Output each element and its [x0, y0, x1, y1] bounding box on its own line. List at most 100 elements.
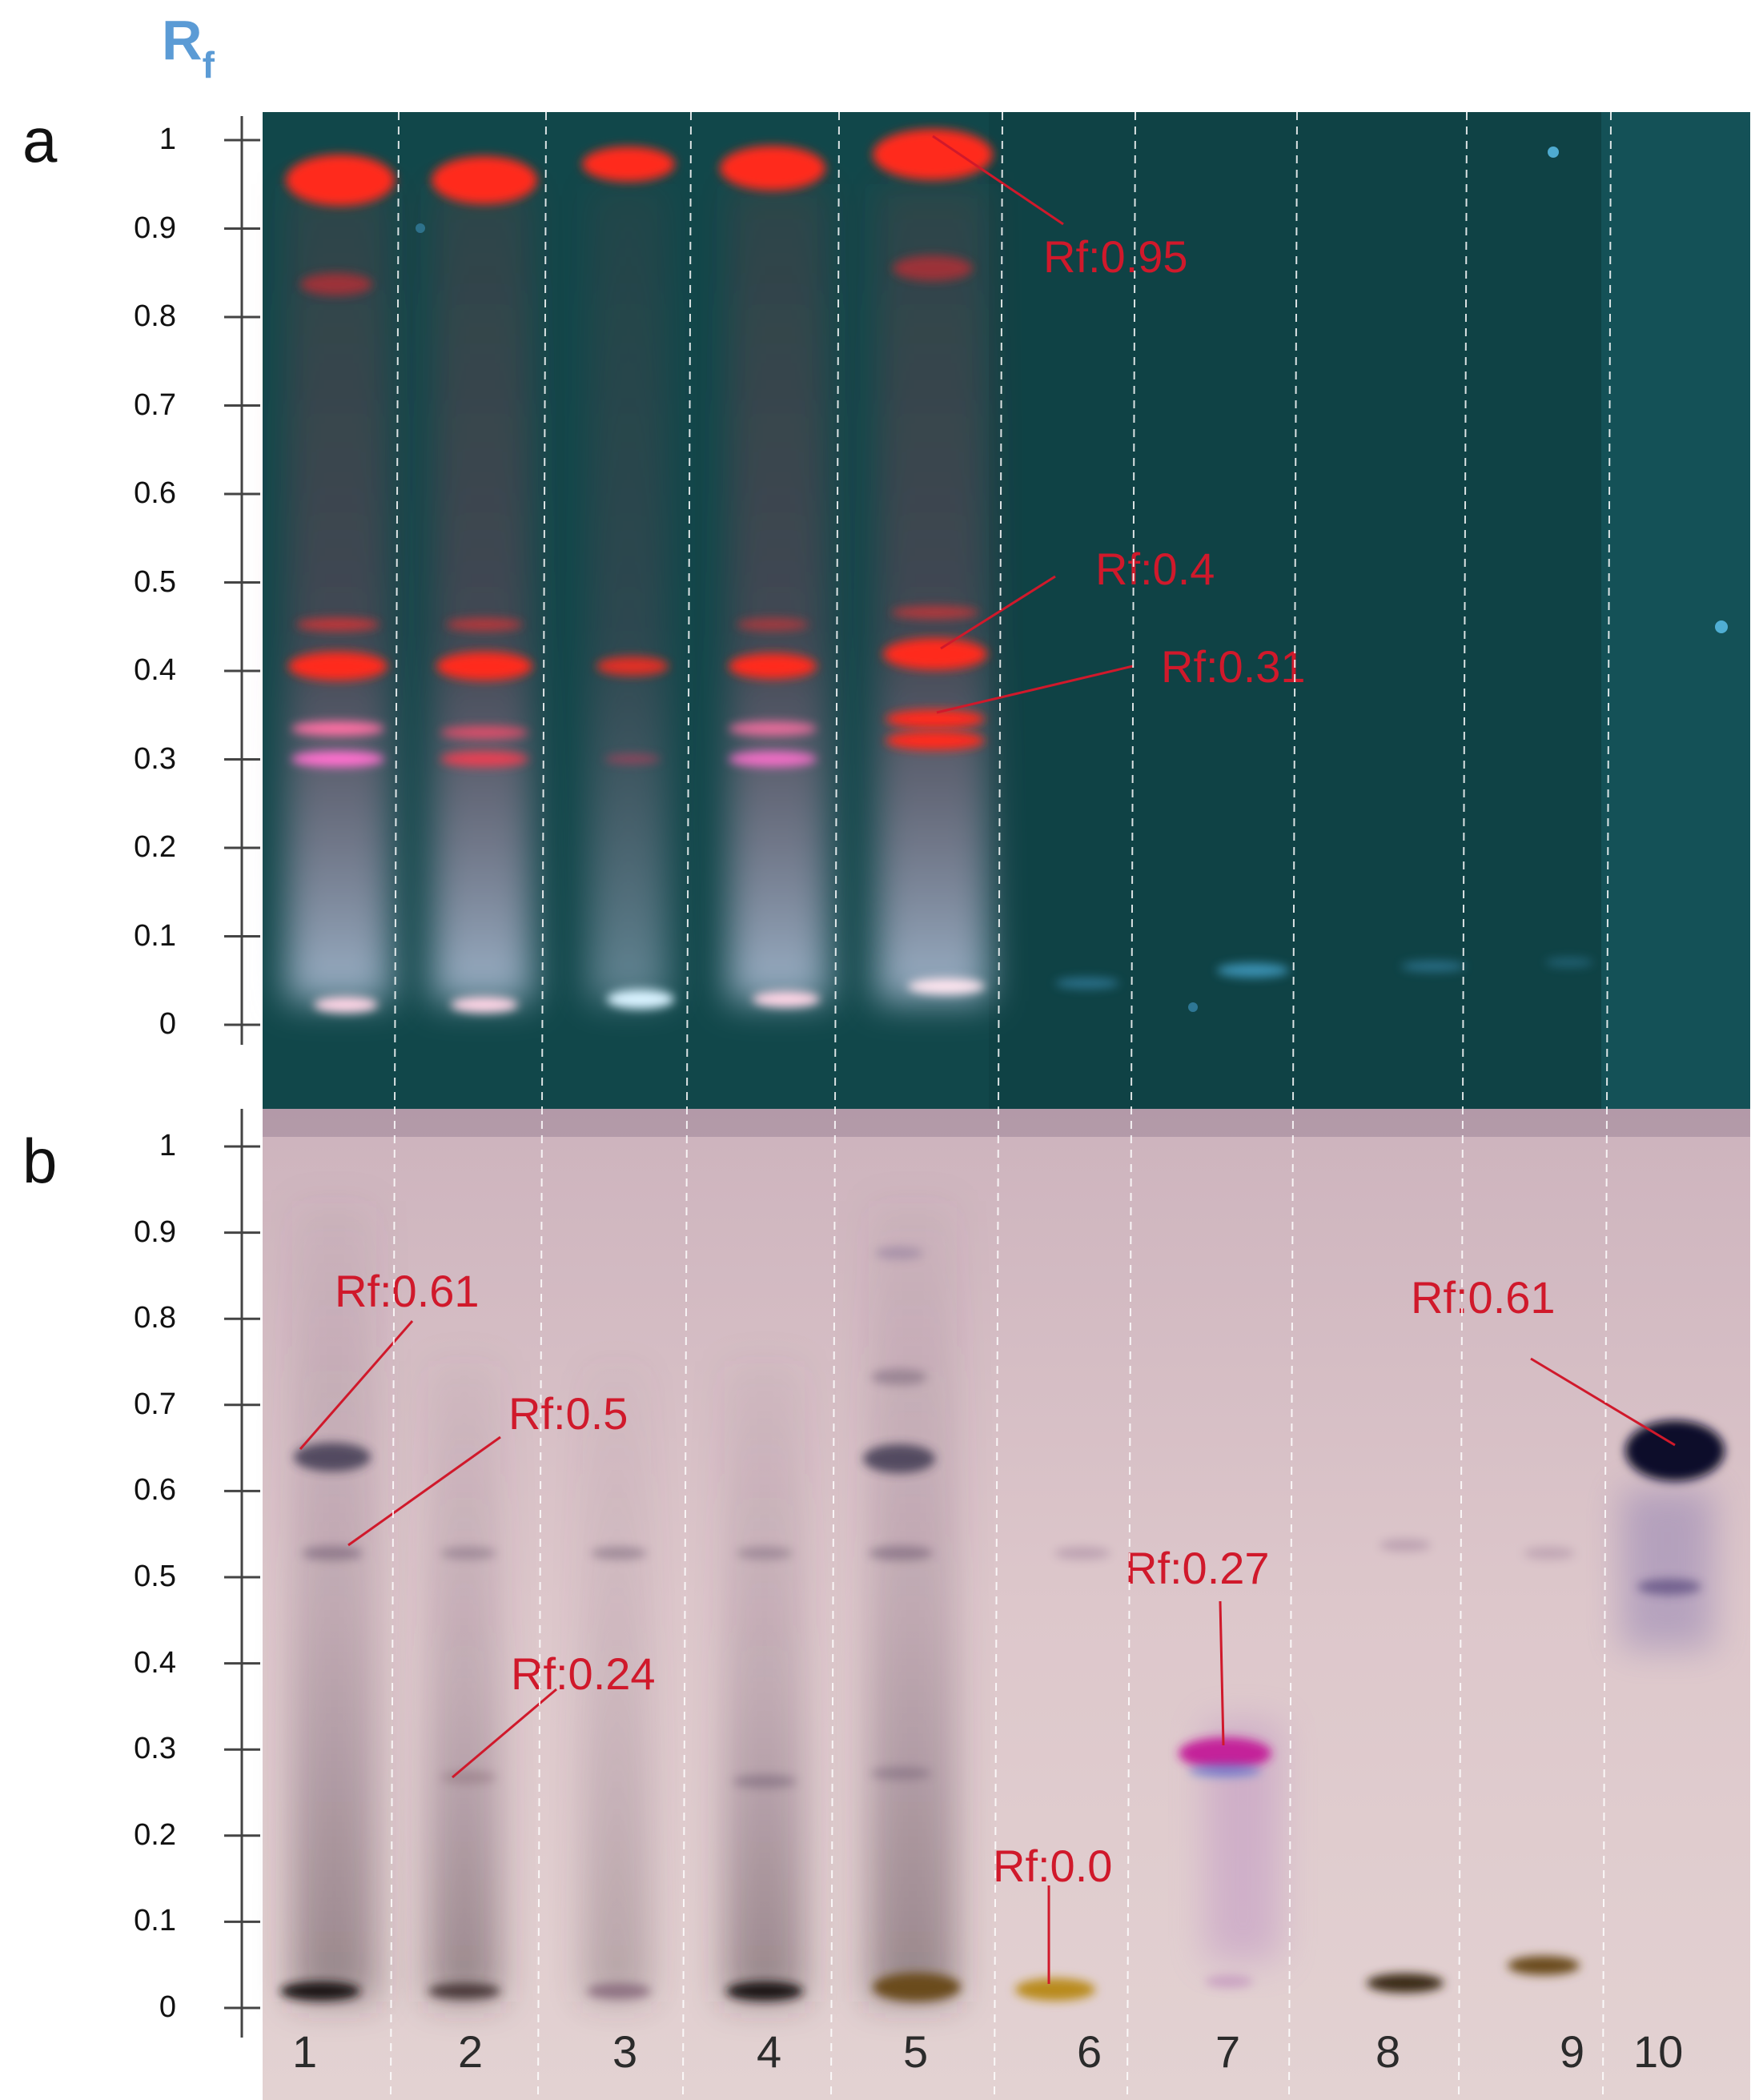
band-a-lane3-03	[604, 754, 661, 764]
rf-tick-label: 1	[159, 122, 176, 156]
band-b-lane5-08	[871, 1369, 927, 1385]
lane-number: 3	[612, 2026, 638, 2077]
rf-axis-header: Rf	[162, 8, 215, 86]
band-a-lane4-04	[729, 653, 817, 679]
annotation-b-024: Rf:0.24	[511, 1648, 656, 1699]
band-b-lane5-061	[863, 1444, 935, 1473]
smear-a-lane3	[588, 184, 669, 1001]
spot-b-lane5-origin	[873, 1973, 961, 2002]
lane-number: 2	[458, 2026, 484, 2077]
annotation-line-b-061-right	[1530, 1357, 1676, 1447]
band-a-lane3-04	[596, 657, 669, 676]
rf-tick-label: 1	[159, 1129, 176, 1162]
band-a-lane4-033	[729, 721, 817, 736]
smear-b-lane5	[869, 1201, 957, 2002]
band-a-lane2-03	[440, 751, 528, 767]
annotation-a-031: Rf:0.31	[1161, 641, 1306, 692]
rf-axes	[224, 116, 260, 2038]
lane-number: 9	[1560, 2026, 1585, 2077]
smear-b-lane10	[1621, 1489, 1713, 1649]
spot-a-lane1-origin	[314, 997, 378, 1013]
plate-a-lane-smears	[287, 184, 989, 1001]
annotation-line-a-095	[932, 135, 1064, 226]
rf-header-sub: f	[202, 44, 215, 86]
rf-tick-label: 0.4	[134, 1645, 176, 1680]
band-b-lane5-05	[869, 1546, 933, 1560]
annotation-line-a-04	[940, 575, 1056, 650]
smear-b-lane3	[583, 1361, 651, 2002]
smear-b-lane1	[292, 1201, 376, 2002]
annotation-b-00: Rf:0.0	[993, 1841, 1112, 1891]
band-a-lane5-03	[886, 731, 985, 750]
spot-b-lane8-origin	[1367, 1974, 1444, 1993]
dust-speck	[416, 223, 425, 233]
band-b-lane1-05	[302, 1546, 363, 1560]
rf-tick-label: 0.2	[134, 830, 176, 864]
band-a-lane5-045	[891, 606, 979, 619]
plate-a-bands	[286, 129, 1728, 1013]
band-b-lane10-048	[1637, 1579, 1701, 1595]
spot-a-lane3-origin	[607, 990, 674, 1009]
band-b-lane5-024	[870, 1767, 931, 1780]
spot-a-lane2-origin	[451, 997, 518, 1013]
panel-letter-a: a	[22, 105, 58, 175]
spot-a-lane7-origin	[1217, 963, 1289, 978]
dust-speck	[1548, 147, 1559, 158]
lane-number: 8	[1375, 2026, 1401, 2077]
band-b-lane2-05	[440, 1547, 496, 1560]
annotation-a-04: Rf:0.4	[1095, 544, 1215, 594]
rf-tick-label: 0.1	[134, 1904, 176, 1938]
band-a-lane4-top	[720, 146, 825, 191]
band-a-lane1-04	[288, 652, 388, 681]
rf-header-main: R	[162, 9, 203, 71]
annotation-line-a-031	[936, 665, 1134, 714]
plate-a-annotation-lines	[932, 135, 1134, 714]
spot-b-lane3-origin	[587, 1983, 651, 1999]
spot-b-lane2-origin	[428, 1983, 500, 1999]
rf-tick-label: 0.2	[134, 1817, 176, 1852]
plate-b: Rf:0.61 Rf:0.5 Rf:0.24 Rf:0.0 Rf:0.27 Rf…	[263, 1109, 1750, 2100]
band-b-lane3-05	[591, 1547, 647, 1560]
lane-number: 5	[903, 2026, 929, 2077]
dust-speck	[1188, 1002, 1198, 1012]
band-a-lane1-033	[291, 721, 384, 736]
plate-b-solvent-front	[263, 1109, 1750, 1137]
band-a-lane5-04	[883, 638, 987, 670]
band-a-lane5-top	[873, 129, 993, 180]
annotation-line-b-027	[1219, 1600, 1225, 1746]
rf-tick-label: 0.8	[134, 299, 176, 333]
spot-a-lane8-origin	[1401, 961, 1465, 972]
band-a-lane1-08	[300, 273, 372, 295]
rf-tick-label: 0.3	[134, 1732, 176, 1766]
band-a-lane1-top	[286, 155, 395, 206]
rf-tick-label: 0.6	[134, 476, 176, 510]
rf-tick-label: 0.9	[134, 1215, 176, 1249]
annotation-line-b-05	[347, 1435, 501, 1547]
spot-a-lane9-origin	[1545, 958, 1593, 967]
annotation-a-095: Rf:0.95	[1043, 231, 1188, 282]
spot-b-lane6-origin	[1015, 1978, 1095, 2001]
band-a-lane2-04	[436, 652, 532, 681]
smear-b-lane2	[428, 1361, 500, 2002]
spot-b-lane9-origin	[1508, 1956, 1580, 1975]
rf-tick-label: 0.8	[134, 1301, 176, 1335]
plate-b-bands	[280, 1247, 1725, 2002]
rf-tick-label: 0.6	[134, 1473, 176, 1508]
annotation-b-05: Rf:0.5	[508, 1388, 628, 1439]
dust-speck	[1715, 620, 1728, 633]
smear-b-lane4	[725, 1361, 805, 2002]
lane-number: 4	[757, 2026, 782, 2077]
lane-number: 6	[1077, 2026, 1102, 2077]
plate-b-annotations: Rf:0.61 Rf:0.5 Rf:0.24 Rf:0.0 Rf:0.27 Rf…	[335, 1266, 1556, 1891]
band-b-lane8-05	[1380, 1539, 1431, 1552]
rf-tick-label: 0.1	[134, 918, 176, 953]
plate-a-annotations: Rf:0.95 Rf:0.4 Rf:0.31	[1043, 231, 1306, 692]
spot-b-lane7-027-edge	[1189, 1765, 1261, 1777]
band-b-lane4-05	[737, 1547, 793, 1560]
annotation-b-027: Rf:0.27	[1125, 1543, 1270, 1593]
band-a-lane2-top	[432, 156, 537, 204]
band-b-lane1-061	[294, 1443, 371, 1472]
annotation-b-061-left: Rf:0.61	[335, 1266, 480, 1316]
